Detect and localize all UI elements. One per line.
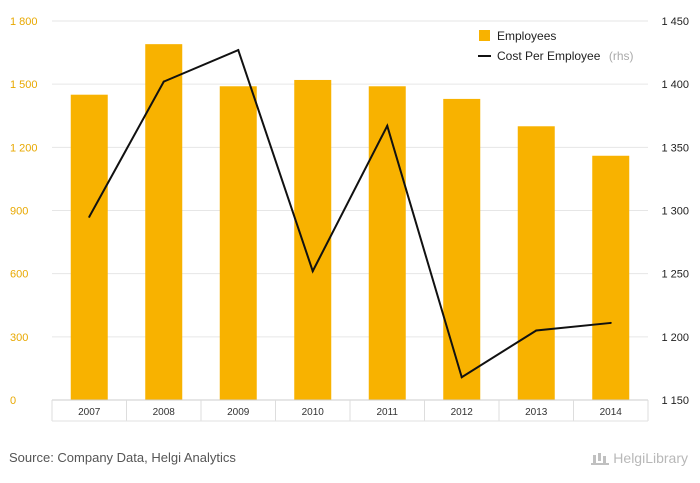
line-series-cost-per-employee [88, 48, 612, 379]
point-cost-per-employee-2014 [609, 321, 612, 324]
point-cost-per-employee-2007 [88, 215, 91, 218]
right-tick-label: 1 250 [661, 269, 689, 281]
point-cost-per-employee-2011 [386, 124, 389, 127]
x-tick-label: 2011 [376, 407, 398, 418]
bar-employees-2014 [592, 155, 630, 400]
right-tick-label: 1 300 [661, 206, 689, 218]
right-tick-label: 1 400 [661, 79, 689, 91]
legend-label-employees: Employees [497, 29, 556, 43]
library-icon [591, 451, 610, 465]
right-tick-label: 1 200 [661, 332, 689, 344]
bar-employees-2012 [443, 98, 481, 401]
x-axis: 2007 2008 2009 2010 2011 2012 2013 2014 [51, 399, 649, 422]
x-tick-label: 2007 [78, 407, 101, 418]
left-tick-label: 300 [10, 332, 28, 344]
bar-employees-2010 [294, 79, 332, 400]
bar-employees-2007 [70, 94, 108, 400]
line-cost-per-employee [88, 48, 611, 379]
point-cost-per-employee-2008 [162, 80, 165, 83]
bar-employees-2009 [219, 86, 257, 401]
x-tick-label: 2008 [153, 407, 176, 418]
x-tick-label: 2009 [227, 407, 250, 418]
point-cost-per-employee-2013 [535, 329, 538, 332]
x-tick-label: 2010 [302, 407, 325, 418]
left-axis: 0 300 600 900 1 200 1 500 1 800 [10, 16, 38, 407]
source-note: Source: Company Data, Helgi Analytics [9, 450, 236, 465]
bar-employees-2013 [517, 126, 555, 401]
brand-name: HelgiLibrary [613, 450, 688, 466]
legend: Employees Cost Per Employee (rhs) [478, 29, 634, 64]
left-tick-label: 900 [10, 206, 28, 218]
point-cost-per-employee-2012 [460, 376, 463, 379]
right-axis: 1 150 1 200 1 250 1 300 1 350 1 400 1 450 [661, 16, 689, 407]
left-tick-label: 1 500 [10, 79, 38, 91]
bar-employees-2011 [368, 86, 406, 401]
legend-swatch-employees [479, 30, 490, 41]
bar-employees-2008 [145, 44, 183, 401]
left-tick-label: 600 [10, 269, 28, 281]
x-tick-label: 2013 [525, 407, 548, 418]
right-tick-label: 1 450 [661, 16, 689, 28]
left-tick-label: 1 800 [10, 16, 38, 28]
x-tick-label: 2014 [600, 407, 623, 418]
point-cost-per-employee-2009 [237, 49, 240, 52]
right-tick-label: 1 350 [661, 142, 689, 154]
left-tick-label: 1 200 [10, 142, 38, 154]
bar-series-employees [70, 44, 630, 401]
left-tick-label: 0 [10, 395, 16, 407]
chart: 0 300 600 900 1 200 1 500 1 800 1 150 1 200 1 25… [10, 16, 689, 422]
point-cost-per-employee-2010 [311, 270, 314, 273]
legend-label-cost-per-employee: Cost Per Employee (rhs) [497, 47, 634, 64]
right-tick-label: 1 150 [661, 395, 689, 407]
gridlines [52, 20, 648, 338]
x-tick-label: 2012 [451, 407, 474, 418]
brand-logo: HelgiLibrary [591, 450, 688, 466]
